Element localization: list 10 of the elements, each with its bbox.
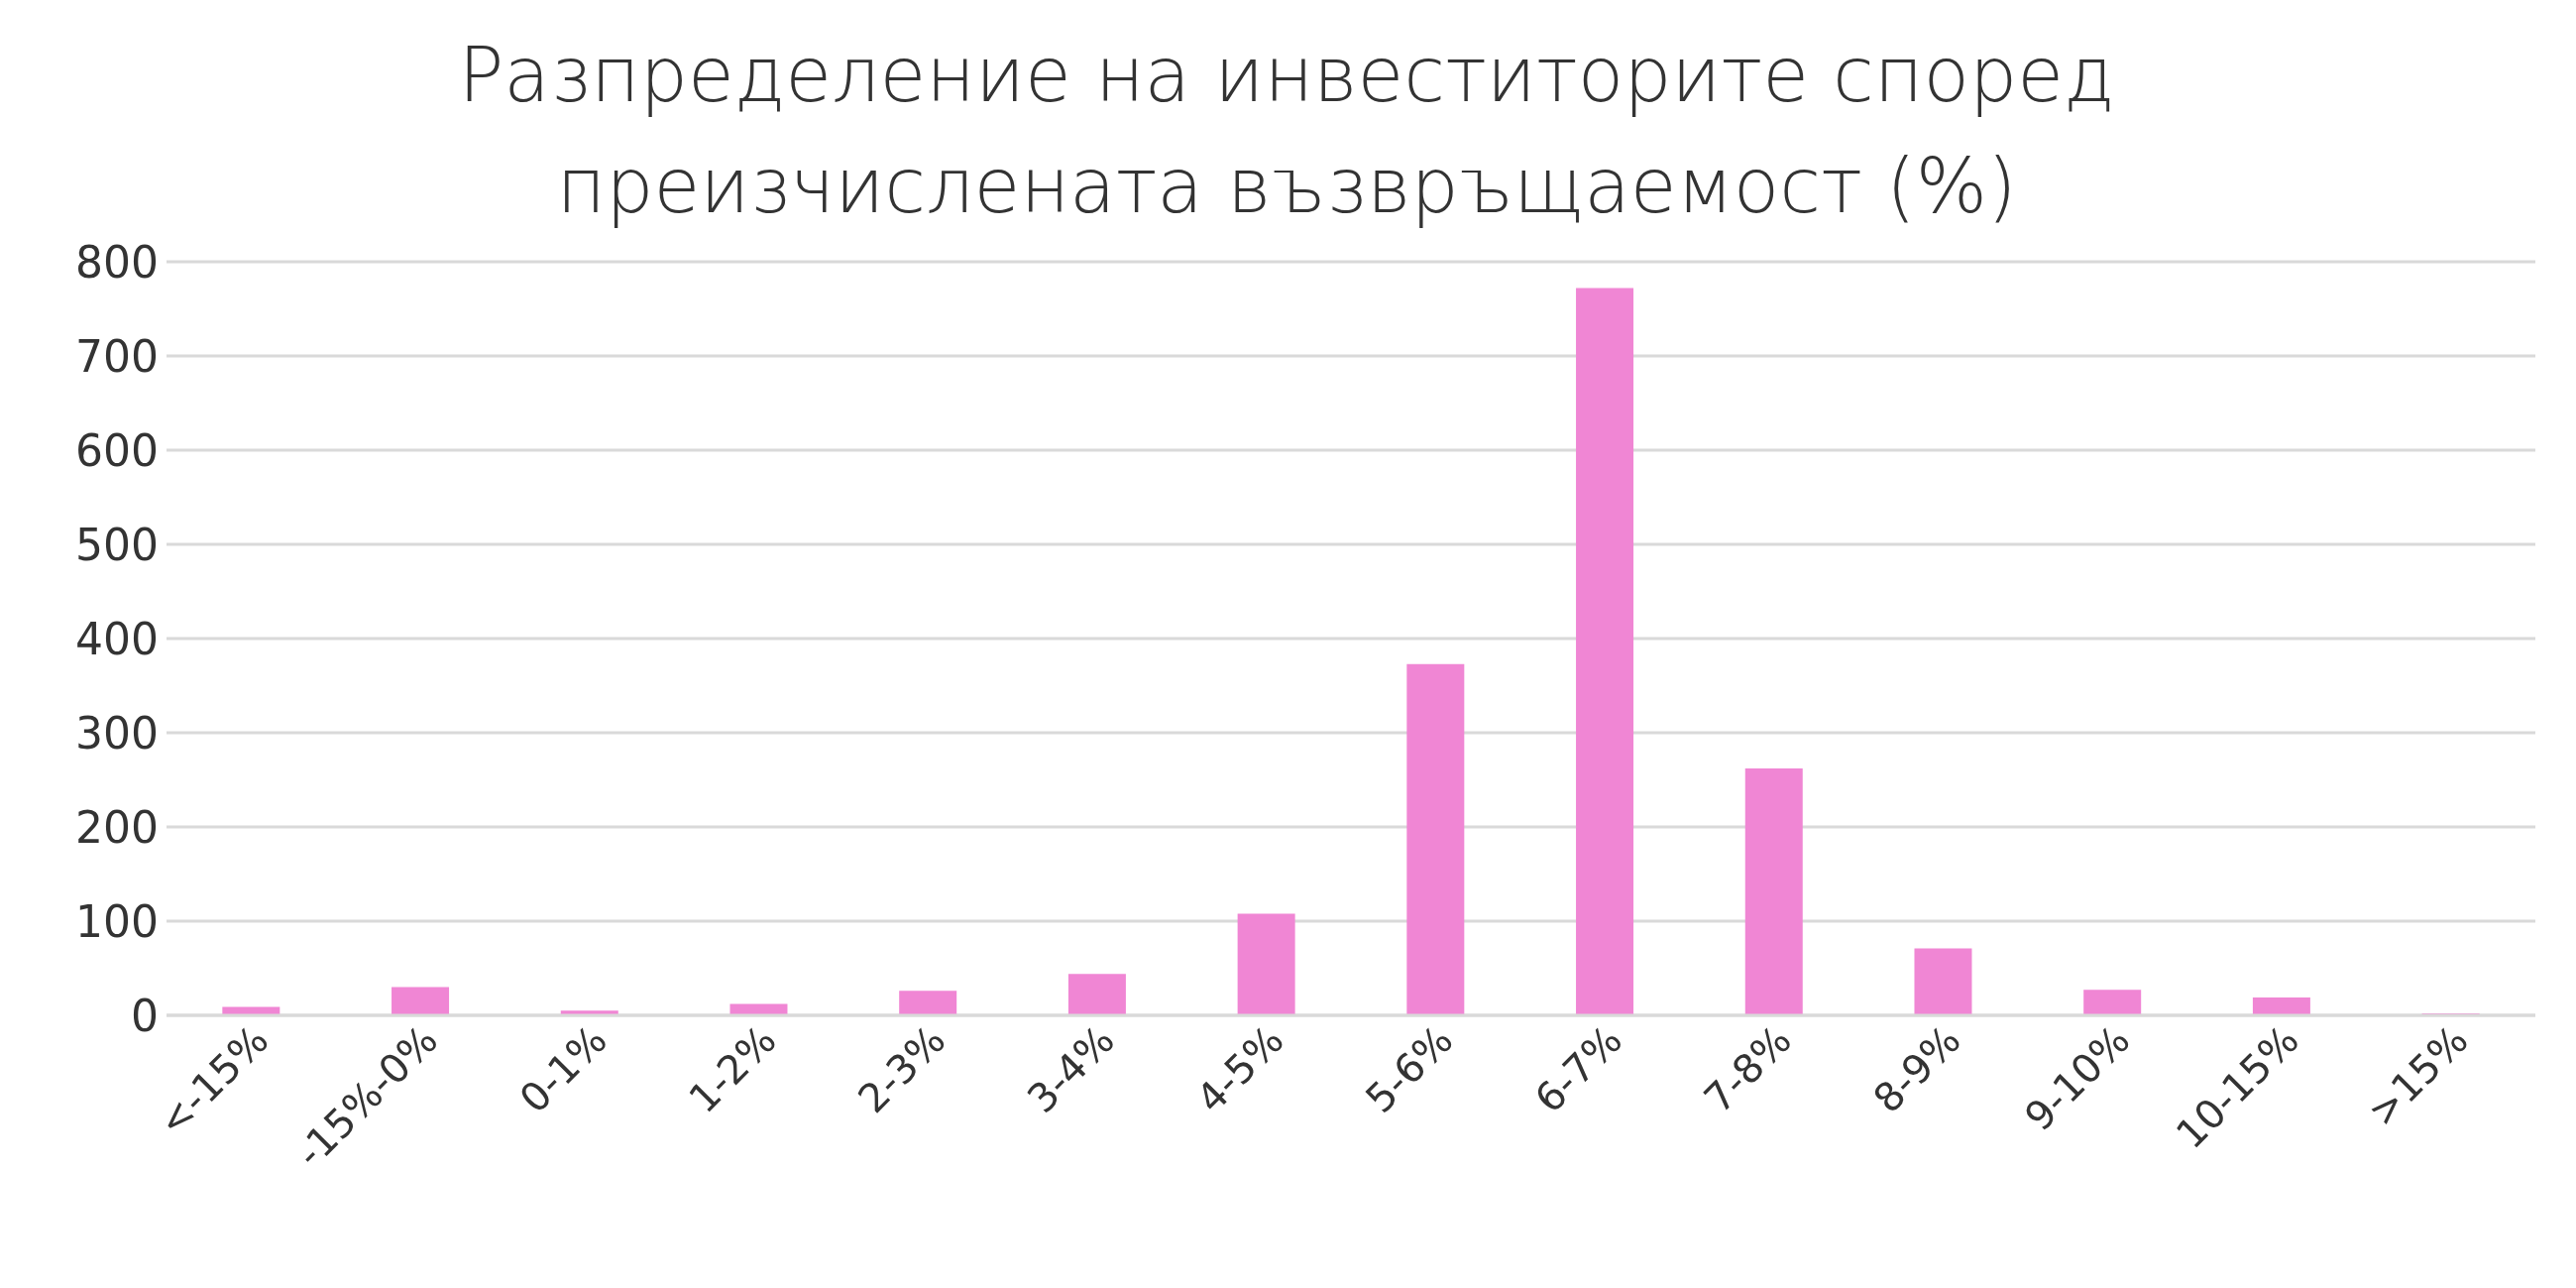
y-tick-label: 500 — [75, 519, 159, 570]
y-tick-label: 800 — [75, 236, 159, 288]
y-tick-label: 100 — [75, 895, 159, 947]
y-tick-label: 200 — [75, 801, 159, 853]
y-tick-label: 300 — [75, 707, 159, 759]
y-tick-label: 0 — [131, 990, 159, 1041]
y-tick-label: 600 — [75, 424, 159, 476]
y-tick-label: 400 — [75, 613, 159, 664]
chart-title: Разпределение на инвеститорите според преизчислената възвръщаемост (%) — [457, 30, 2116, 232]
y-tick-label: 700 — [75, 330, 159, 382]
